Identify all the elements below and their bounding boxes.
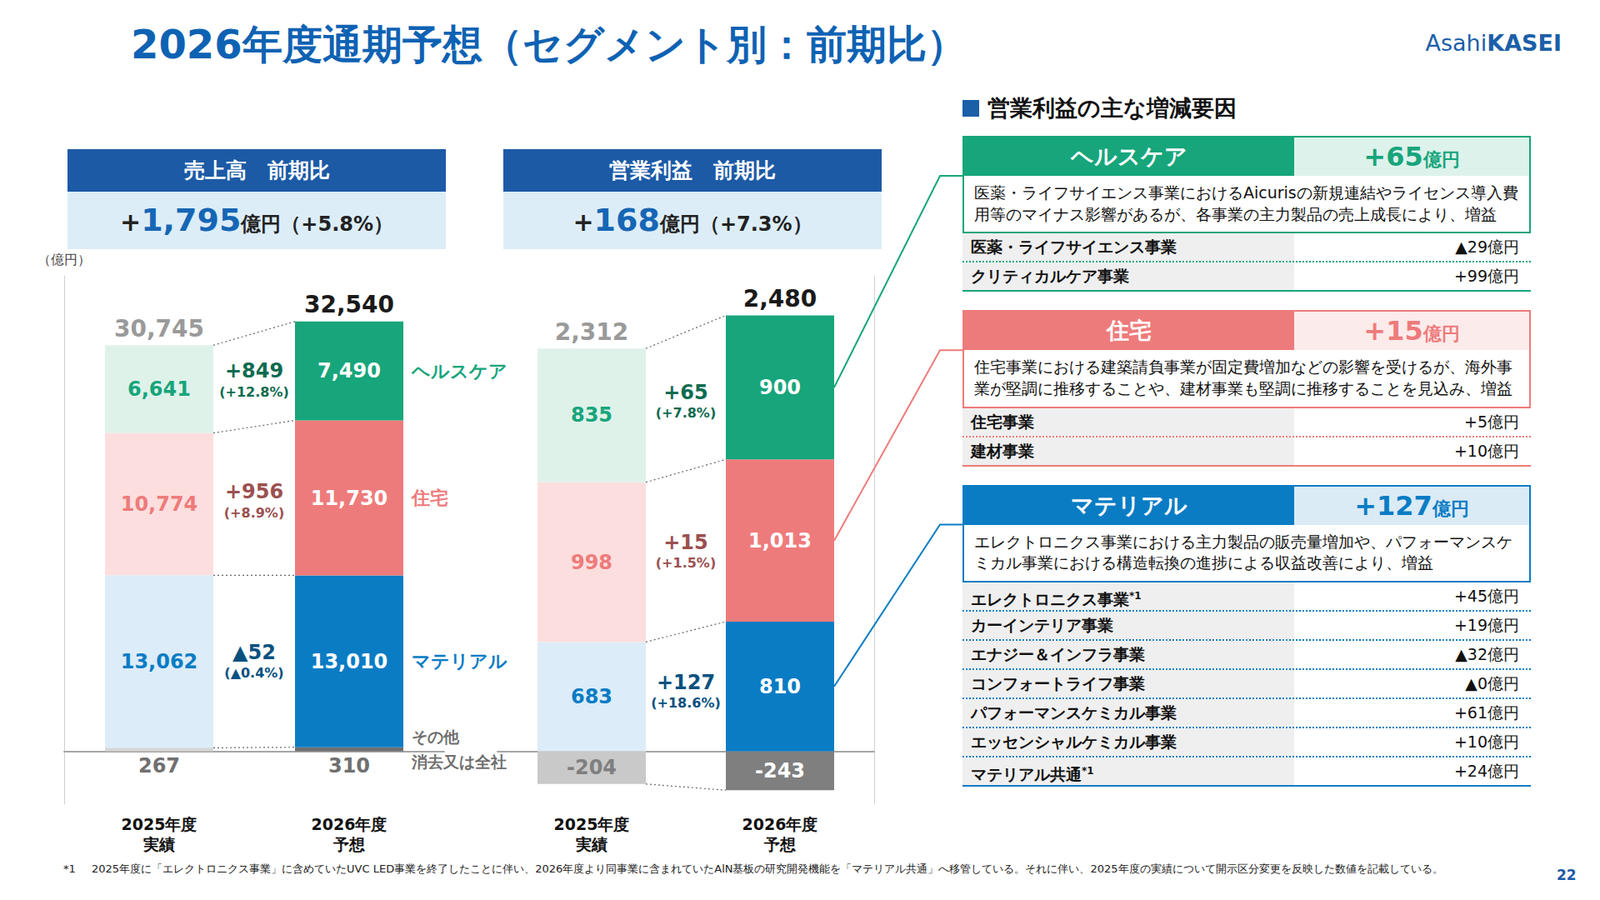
html-text:エッセンシャルケミカル事業: エッセンシャルケミカル事業 [970,732,1177,751]
svg-text:2026年度: 2026年度 [311,815,388,834]
svg-text:+956: +956 [225,480,284,504]
svg-text:▲52: ▲52 [232,640,276,665]
svg-text:(▲0.4%): (▲0.4%) [224,665,284,681]
html-text:住宅事業: 住宅事業 [970,412,1035,431]
html-text:エレクトロニクス事業における主力製品の販売量増加や、パフォー: エレクトロニクス事業における主力製品の販売量増加や、パフォーマンスケミカル事業に… [974,532,1513,572]
svg-text:835: 835 [570,403,613,427]
svg-text:住宅: 住宅 [410,487,449,509]
svg-text:11,730: 11,730 [310,486,389,510]
svg-text:900: 900 [759,375,801,400]
html-text:+19億円: +19億円 [1454,615,1520,634]
html-text:住宅事業における建築請負事業が固定費増加などの影響を受けるが: 住宅事業における建築請負事業が固定費増加などの影響を受けるが、海外事業が堅調に推… [974,357,1513,398]
html-text:2025年度に「エレクトロニクス事業」に含めていたUVC L: 2025年度に「エレクトロニクス事業」に含めていたUVC LED事業を終了したこ… [91,862,1443,875]
svg-text:マテリアル: マテリアル [411,650,508,672]
html-text:*1: *1 [63,862,76,875]
svg-text:2,480: 2,480 [743,285,818,313]
svg-text:（億円）: （億円） [37,251,91,268]
html-text:22: 22 [1556,866,1577,884]
svg-text:(+7.8%): (+7.8%) [655,405,716,421]
html-text:+168億円（+7.3%）: +168億円（+7.3%） [572,201,813,239]
html-text:▲32億円: ▲32億円 [1455,644,1520,664]
html-text:コンフォートライフ事業: コンフォートライフ事業 [970,674,1145,693]
html-text:+127億円: +127億円 [1354,489,1469,522]
svg-text:予想: 予想 [332,835,365,854]
svg-text:+15: +15 [663,530,709,555]
svg-text:(+1.5%): (+1.5%) [655,555,716,571]
svg-text:その他: その他 [411,727,460,746]
svg-text:13,062: 13,062 [120,650,199,674]
svg-text:2025年度: 2025年度 [121,815,198,834]
html-text:+15億円: +15億円 [1363,315,1460,347]
svg-text:267: 267 [138,754,180,778]
svg-text:+65: +65 [663,380,709,405]
svg-text:(+12.8%): (+12.8%) [219,384,290,400]
svg-text:(+8.9%): (+8.9%) [224,505,285,521]
svg-text:32,540: 32,540 [304,290,395,319]
svg-text:消去又は全社: 消去又は全社 [410,752,507,771]
svg-text:-204: -204 [566,755,617,780]
html-text:マテリアル: マテリアル [1070,492,1188,518]
svg-text:+127: +127 [656,670,715,695]
html-text:▲29億円: ▲29億円 [1455,237,1520,257]
svg-text:実績: 実績 [142,835,175,854]
svg-text:310: 310 [328,754,370,778]
html-text:医薬・ライフサイエンス事業: 医薬・ライフサイエンス事業 [970,237,1177,257]
html-text:営業利益の主な増減要因: 営業利益の主な増減要因 [987,95,1237,121]
html-text:+65億円: +65億円 [1363,140,1460,173]
html-text:+10億円: +10億円 [1454,441,1520,460]
html-text:Asahi KASEI: Asahi KASEI [1425,30,1562,56]
html-text:エレクトロニクス事業*1: エレクトロニクス事業*1 [970,589,1142,609]
html-text:クリティカルケア事業: クリティカルケア事業 [970,266,1130,286]
html-text:▲0億円: ▲0億円 [1465,674,1520,693]
svg-text:810: 810 [759,675,801,699]
html-text:+99億円: +99億円 [1454,266,1520,286]
svg-text:6,641: 6,641 [127,377,191,401]
svg-text:2,312: 2,312 [555,318,630,346]
svg-text:10,774: 10,774 [120,492,199,516]
html-text:+10億円: +10億円 [1454,732,1520,751]
svg-text:30,745: 30,745 [114,315,205,343]
svg-text:998: 998 [570,550,613,575]
svg-text:2026年度: 2026年度 [742,815,819,834]
html-text:営業利益 前期比: 営業利益 前期比 [609,158,776,183]
svg-text:683: 683 [570,685,613,709]
html-text:住宅: 住宅 [1106,317,1152,344]
html-text:マテリアル共通*1: マテリアル共通*1 [970,764,1094,784]
html-text:+61億円: +61億円 [1454,703,1520,722]
html-text:エナジー＆インフラ事業: エナジー＆インフラ事業 [970,644,1145,664]
html-text:+45億円: +45億円 [1454,586,1520,605]
svg-text:ヘルスケア: ヘルスケア [410,360,508,382]
html-text:カーインテリア事業: カーインテリア事業 [970,615,1114,634]
svg-text:1,013: 1,013 [748,529,812,553]
html-text:2026年度通期予想（セグメント別：前期比）: 2026年度通期予想（セグメント別：前期比） [130,20,967,68]
svg-text:実績: 実績 [575,835,608,854]
html-text:パフォーマンスケミカル事業: パフォーマンスケミカル事業 [970,703,1177,722]
svg-text:+849: +849 [225,359,284,383]
svg-text:予想: 予想 [763,835,796,854]
svg-text:(+18.6%): (+18.6%) [650,695,721,711]
svg-text:13,010: 13,010 [310,650,389,674]
html-text:建材事業: 建材事業 [970,441,1035,460]
svg-text:7,490: 7,490 [317,359,381,383]
svg-text:2025年度: 2025年度 [554,815,630,834]
svg-text:-243: -243 [755,759,805,783]
html-text:+5億円: +5億円 [1464,412,1520,431]
html-text:+24億円: +24億円 [1454,761,1520,780]
html-text:医薬・ライフサイエンス事業におけるAicurisの新規連結や: 医薬・ライフサイエンス事業におけるAicurisの新規連結やライセンス導入費用等… [974,183,1519,223]
html-text:売上高 前期比: 売上高 前期比 [183,158,330,183]
html-text:+1,795億円（+5.8%）: +1,795億円（+5.8%） [120,201,394,239]
html-text:ヘルスケア: ヘルスケア [1070,143,1188,170]
